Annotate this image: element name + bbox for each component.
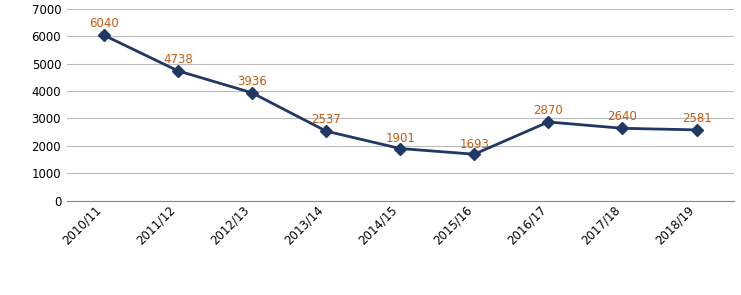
- Text: 2640: 2640: [608, 110, 637, 123]
- Text: 3936: 3936: [237, 75, 267, 88]
- Text: 6040: 6040: [89, 17, 119, 30]
- Text: 4738: 4738: [163, 53, 193, 66]
- Text: 2581: 2581: [682, 112, 711, 125]
- Text: 2870: 2870: [534, 104, 563, 117]
- Text: 1693: 1693: [459, 138, 489, 151]
- Text: 2537: 2537: [311, 113, 341, 126]
- Text: 1901: 1901: [385, 132, 415, 145]
